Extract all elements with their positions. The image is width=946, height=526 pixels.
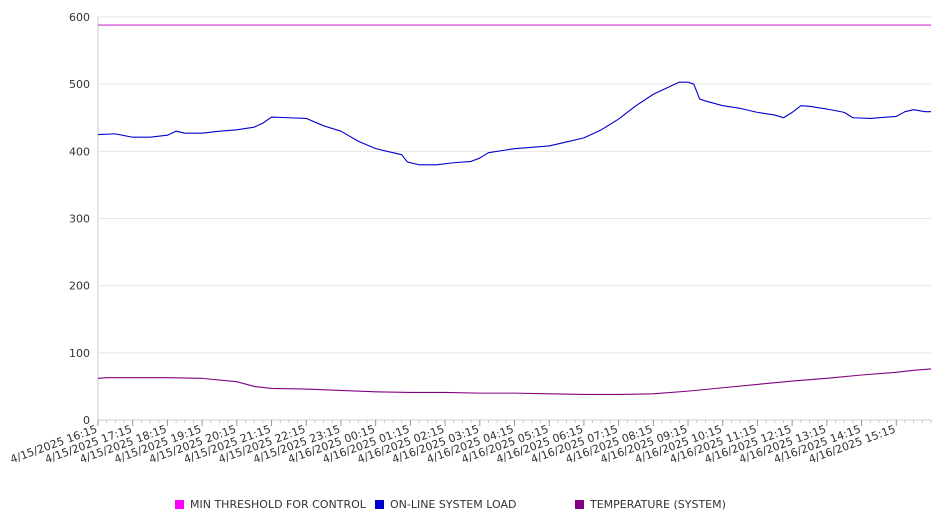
legend-label: MIN THRESHOLD FOR CONTROL — [190, 498, 366, 511]
y-tick-label: 400 — [69, 145, 90, 158]
legend: MIN THRESHOLD FOR CONTROL ON-LINE SYSTEM… — [0, 498, 946, 514]
y-tick-labels: 0 100 200 300 400 500 600 — [69, 11, 90, 427]
legend-label: ON-LINE SYSTEM LOAD — [390, 498, 517, 511]
y-tick-label: 500 — [69, 78, 90, 91]
legend-item-temperature[interactable]: TEMPERATURE (SYSTEM) — [575, 498, 726, 511]
axes — [97, 17, 932, 426]
y-tick-label: 200 — [69, 280, 90, 293]
legend-item-online-system-load[interactable]: ON-LINE SYSTEM LOAD — [375, 498, 516, 511]
y-tick-label: 600 — [69, 11, 90, 24]
legend-swatch — [375, 500, 384, 509]
legend-swatch — [575, 500, 584, 509]
y-tick-label: 300 — [69, 213, 90, 226]
grid-lines — [98, 16, 931, 354]
legend-swatch — [175, 500, 184, 509]
legend-item-min-threshold[interactable]: MIN THRESHOLD FOR CONTROL — [175, 498, 366, 511]
series-group — [97, 24, 932, 396]
series-line-1 — [97, 81, 931, 166]
y-tick-label: 100 — [69, 347, 90, 360]
y-tick-label: 0 — [83, 414, 90, 427]
x-tick-labels: 4/15/2025 16:154/15/2025 17:154/15/2025 … — [8, 423, 897, 467]
series-line-2 — [97, 368, 932, 396]
legend-label: TEMPERATURE (SYSTEM) — [590, 498, 726, 511]
